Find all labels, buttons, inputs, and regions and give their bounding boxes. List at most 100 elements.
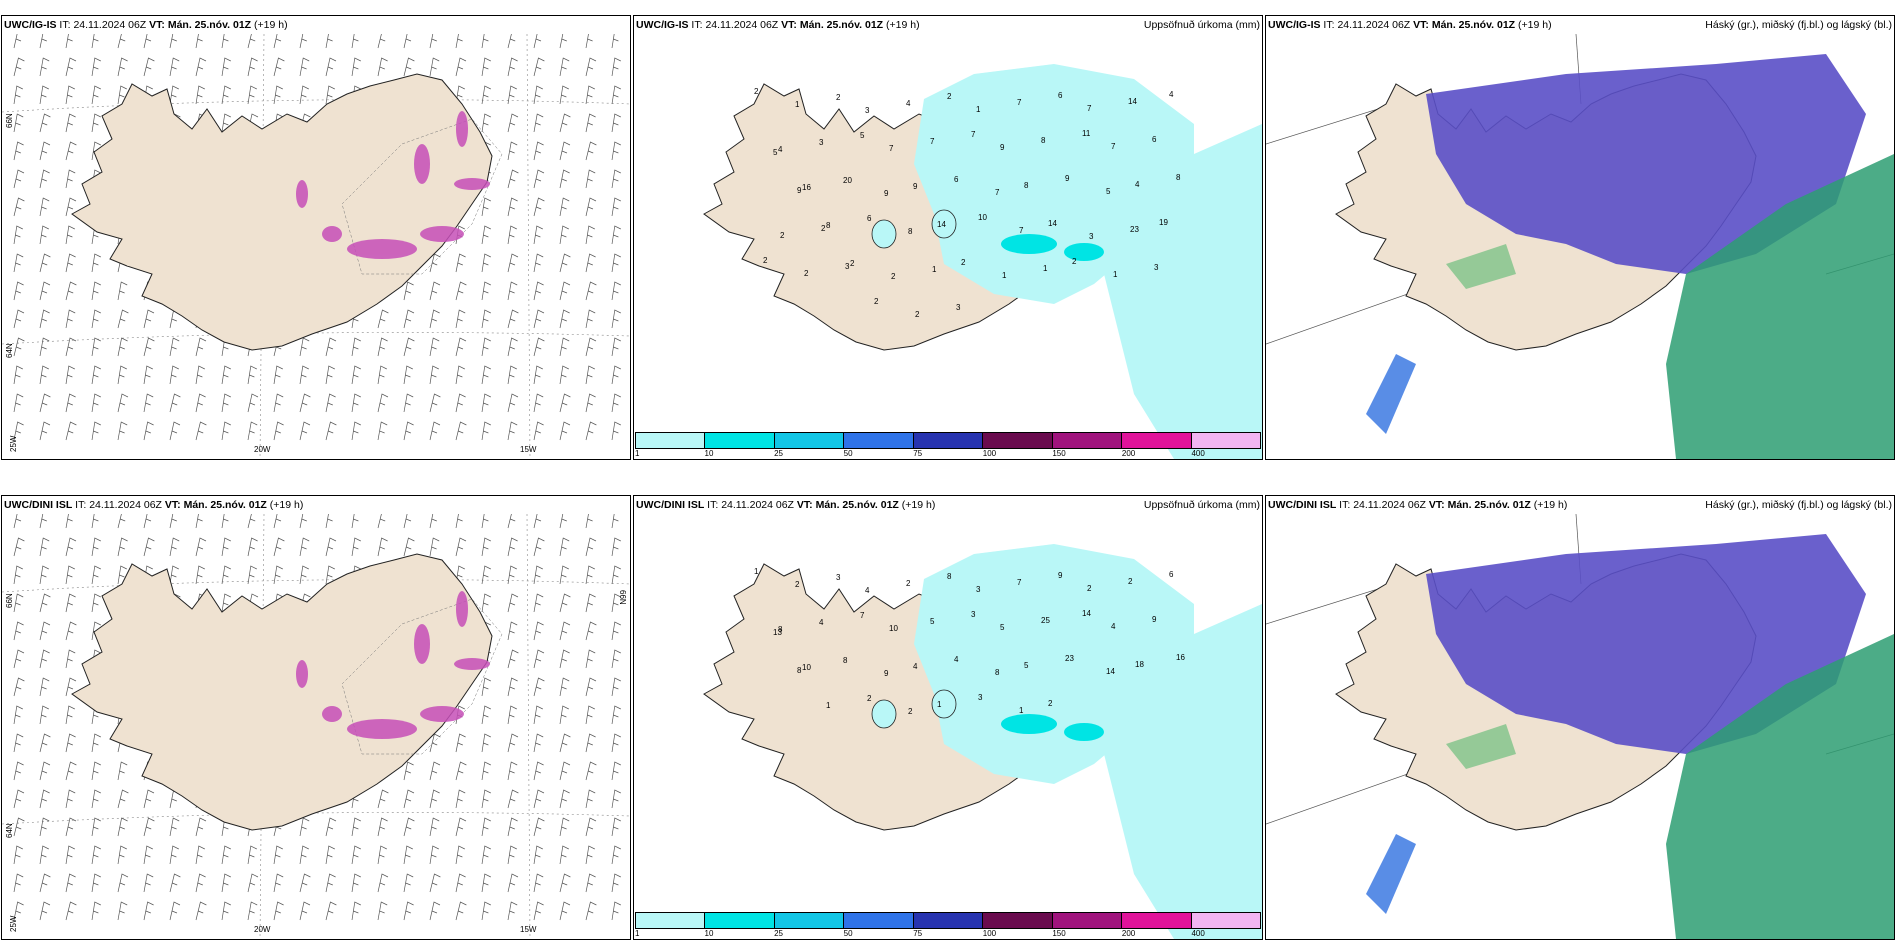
lon-label: 20W <box>254 925 271 934</box>
cloud-layers <box>1366 54 1894 459</box>
precip-value: 8 <box>843 656 848 665</box>
precip-value: 8 <box>1024 181 1029 190</box>
colorbar-tick-label: 75 <box>913 929 923 938</box>
lat-label: 66N <box>5 593 14 608</box>
precip-value: 14 <box>1106 667 1115 676</box>
precip-value: 4 <box>913 662 918 671</box>
precip-value: 8 <box>995 668 1000 677</box>
precip-value: 6 <box>867 214 872 223</box>
precip-value: 9 <box>884 189 889 198</box>
precip-value: 2 <box>821 224 826 233</box>
colorbar-ticks: 1 10 25 50 75 100 150 200 400 <box>635 449 1261 458</box>
precip-value: 20 <box>843 176 852 185</box>
precip-value: 23 <box>1065 654 1074 663</box>
precip-value: 3 <box>1154 263 1159 272</box>
panel-cloud-ig-is: UWC/IG-IS IT: 24.11.2024 06Z VT: Mán. 25… <box>1265 15 1895 460</box>
panel-wind-dini: UWC/DINI ISL IT: 24.11.2024 06Z VT: Mán.… <box>1 495 631 940</box>
precip-value: 4 <box>954 655 959 664</box>
icing-hatch-area <box>341 598 503 755</box>
precip-value: 1 <box>795 100 800 109</box>
colorbar-swatch <box>774 913 845 928</box>
iceland-coastline <box>71 553 493 831</box>
high-cloud <box>1666 634 1894 939</box>
precip-value: 1 <box>1002 271 1007 280</box>
colorbar-tick-label: 400 <box>1191 449 1205 458</box>
panel-header: UWC/DINI ISL IT: 24.11.2024 06Z VT: Mán.… <box>1268 499 1568 511</box>
colorbar-tick-label: 10 <box>704 929 714 938</box>
precip-value: 3 <box>845 262 850 271</box>
precip-value: 9 <box>797 186 802 195</box>
glacier-precip <box>931 209 957 239</box>
panel-title: Háský (gr.), miðský (fj.bl.) og lágský (… <box>1705 499 1892 511</box>
precip-offshore <box>1104 604 1262 939</box>
precip-value: 10 <box>889 624 898 633</box>
precip-value: 3 <box>1089 232 1094 241</box>
precip-value: 1 <box>1113 270 1118 279</box>
colorbar-tick-label: 100 <box>982 929 997 938</box>
precip-value: 5 <box>860 131 865 140</box>
colorbar-swatch <box>1052 433 1123 448</box>
precip-value: 2 <box>780 231 785 240</box>
cloud-layers <box>1366 534 1894 939</box>
colorbar-tick-label: 100 <box>982 449 997 458</box>
colorbar-swatch <box>705 433 775 448</box>
colorbar-swatch <box>774 433 845 448</box>
mid-cloud <box>1426 54 1866 274</box>
colorbar-tick-label: 50 <box>843 449 853 458</box>
precip-value: 16 <box>1176 653 1185 662</box>
precip-colorbar: 1 10 25 50 75 100 150 200 400 <box>635 432 1261 458</box>
precip-value: 4 <box>1169 90 1174 99</box>
colorbar-swatches <box>635 432 1261 449</box>
precip-value: 1 <box>937 700 942 709</box>
colorbar-tick-label: 75 <box>913 449 923 458</box>
precip-value: 4 <box>1135 180 1140 189</box>
precip-value: 3 <box>971 610 976 619</box>
precip-value: 14 <box>1048 219 1057 228</box>
precip-value: 8 <box>778 625 783 634</box>
panel-header: UWC/IG-IS IT: 24.11.2024 06Z VT: Mán. 25… <box>4 19 288 31</box>
precip-light <box>914 64 1194 304</box>
precip-value: 8 <box>826 221 831 230</box>
map-cloud <box>1266 34 1894 459</box>
snow-intensity <box>296 591 490 739</box>
precip-areas <box>871 544 1262 939</box>
precip-value: 7 <box>930 137 935 146</box>
precip-value: 23 <box>1130 225 1139 234</box>
precip-colorbar: 1 10 25 50 75 100 150 200 400 <box>635 912 1261 938</box>
colorbar-swatch <box>983 433 1053 448</box>
precip-value: 4 <box>778 145 783 154</box>
precip-value: 1 <box>932 265 937 274</box>
precip-value: 2 <box>795 580 800 589</box>
panel-header: UWC/IG-IS IT: 24.11.2024 06Z VT: Mán. 25… <box>636 19 920 31</box>
precip-value: 7 <box>995 188 1000 197</box>
precip-value: 1 <box>1043 264 1048 273</box>
precip-value: 5 <box>1106 187 1111 196</box>
icing-hatch-area <box>341 118 503 275</box>
lat-label: 66N <box>5 113 14 128</box>
colorbar-ticks: 1 10 25 50 75 100 150 200 400 <box>635 929 1261 938</box>
panel-precip-ig-is: UWC/IG-IS IT: 24.11.2024 06Z VT: Mán. 25… <box>633 15 1263 460</box>
precip-value: 2 <box>804 269 809 278</box>
colorbar-swatch <box>983 913 1053 928</box>
panel-precip-dini: UWC/DINI ISL IT: 24.11.2024 06Z VT: Mán.… <box>633 495 1263 940</box>
precip-value: 2 <box>906 579 911 588</box>
glacier-precip <box>931 689 957 719</box>
precip-value: 4 <box>865 586 870 595</box>
lon-label: 15W <box>520 445 537 454</box>
precip-value: 6 <box>954 175 959 184</box>
precip-value: 8 <box>908 227 913 236</box>
precip-value: 2 <box>867 694 872 703</box>
precip-value: 7 <box>1019 226 1024 235</box>
precip-value: 2 <box>836 93 841 102</box>
precip-value: 2 <box>763 256 768 265</box>
snow-intensity <box>296 111 490 259</box>
glacier-precip <box>871 699 897 729</box>
precip-value: 4 <box>906 99 911 108</box>
precip-value: 13 <box>773 628 782 637</box>
precip-areas <box>871 64 1262 459</box>
precip-value: 1 <box>976 105 981 114</box>
precip-value: 2 <box>947 92 952 101</box>
precip-value: 5 <box>773 148 778 157</box>
precip-value: 2 <box>874 297 879 306</box>
precip-value: 2 <box>850 259 855 268</box>
